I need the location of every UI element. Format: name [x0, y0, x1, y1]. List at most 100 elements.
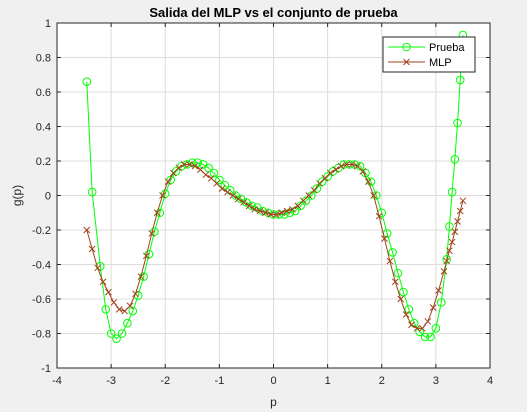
- data-point-mlp: [418, 324, 426, 332]
- data-point-mlp: [413, 324, 421, 332]
- data-point-mlp: [197, 166, 204, 173]
- y-tick-label: -0.2: [32, 225, 51, 237]
- data-point-prueba: [139, 272, 148, 281]
- data-point-prueba: [388, 248, 397, 257]
- x-tick-label: -2: [160, 375, 170, 387]
- data-point-prueba: [247, 201, 257, 211]
- data-point-mlp: [446, 247, 453, 255]
- data-point-prueba: [393, 268, 403, 278]
- data-point-mlp: [126, 302, 134, 310]
- data-point-prueba: [420, 332, 430, 342]
- data-point-mlp: [386, 257, 394, 265]
- data-point-mlp: [153, 209, 161, 217]
- x-tick-label: 0: [270, 375, 276, 387]
- x-tick-label: -4: [52, 375, 62, 387]
- data-point-mlp: [343, 161, 350, 168]
- y-tick-label: 0.2: [36, 156, 51, 168]
- legend-label: MLP: [429, 57, 452, 69]
- data-point-prueba: [455, 75, 465, 85]
- data-point-mlp: [110, 299, 118, 306]
- data-point-mlp: [305, 192, 313, 199]
- legend-box: [382, 36, 476, 73]
- legend-marker: [402, 42, 411, 52]
- data-point-mlp: [148, 230, 156, 237]
- data-point-mlp: [207, 174, 215, 182]
- data-point-mlp: [299, 197, 307, 205]
- data-point-mlp: [278, 209, 285, 217]
- data-point-mlp: [326, 169, 334, 177]
- legend: Prueba MLP: [382, 36, 476, 73]
- y-tick-label: 1: [45, 18, 51, 30]
- data-point-prueba: [82, 77, 92, 86]
- data-point-mlp: [224, 188, 231, 196]
- data-point-prueba: [453, 118, 462, 128]
- data-point-mlp: [381, 235, 388, 242]
- data-point-prueba: [404, 305, 414, 314]
- series-layer: [82, 30, 468, 343]
- x-axis-label: p: [270, 395, 277, 409]
- series-mlp: [83, 161, 467, 332]
- data-point-mlp: [391, 278, 399, 286]
- data-point-prueba: [436, 298, 446, 307]
- data-point-mlp: [348, 161, 356, 168]
- data-point-mlp: [321, 174, 329, 182]
- legend-item-mlp: MLP: [388, 57, 452, 69]
- axis-ticks: -4 -3 -2 -1 0 1 2 3 4 -1 -0.8 -0.6 -0.4 -0.2 0 0.2 0.4 0.…: [32, 18, 493, 387]
- y-tick-label: -0.8: [32, 329, 51, 341]
- data-point-mlp: [218, 185, 226, 192]
- data-point-mlp: [267, 211, 275, 218]
- data-point-mlp: [121, 307, 129, 315]
- data-point-mlp: [272, 211, 280, 218]
- data-point-mlp: [142, 252, 150, 260]
- data-point-mlp: [448, 238, 456, 246]
- data-point-mlp: [454, 218, 461, 225]
- data-point-mlp: [424, 318, 432, 325]
- data-point-mlp: [364, 178, 372, 186]
- data-point-prueba: [431, 324, 441, 333]
- x-tick-label: -1: [214, 375, 224, 387]
- data-point-mlp: [229, 192, 237, 199]
- data-point-mlp: [115, 305, 123, 313]
- data-point-mlp: [443, 257, 451, 265]
- data-point-mlp: [175, 164, 183, 172]
- data-point-mlp: [402, 311, 410, 318]
- data-point-mlp: [159, 192, 166, 199]
- data-point-mlp: [316, 180, 323, 187]
- data-point-mlp: [164, 178, 172, 186]
- data-point-mlp: [88, 245, 96, 253]
- data-point-mlp: [83, 226, 91, 234]
- series-line-prueba: [86, 35, 464, 340]
- y-tick-label: -0.4: [32, 260, 51, 272]
- data-point-prueba: [117, 329, 127, 338]
- data-point-prueba: [307, 191, 316, 200]
- data-point-mlp: [429, 304, 437, 311]
- data-point-prueba: [450, 154, 460, 164]
- data-point-mlp: [375, 212, 383, 220]
- data-point-mlp: [294, 202, 302, 210]
- data-point-prueba: [296, 201, 305, 211]
- data-point-prueba: [301, 196, 311, 205]
- data-point-mlp: [213, 180, 221, 187]
- y-tick-label: 0.4: [36, 122, 51, 134]
- data-point-mlp: [408, 321, 415, 329]
- data-point-mlp: [170, 169, 177, 177]
- data-point-mlp: [370, 192, 377, 199]
- data-point-mlp: [283, 207, 291, 215]
- data-point-prueba: [123, 318, 132, 328]
- x-tick-label: 3: [433, 375, 439, 387]
- x-tick-label: -3: [106, 375, 116, 387]
- data-point-mlp: [186, 161, 193, 168]
- data-point-mlp: [191, 162, 199, 170]
- y-tick-label: 0.6: [36, 87, 51, 99]
- legend-label: Prueba: [429, 42, 465, 54]
- data-point-mlp: [262, 209, 269, 217]
- data-point-prueba: [101, 305, 111, 314]
- x-tick-label: 4: [487, 375, 493, 387]
- data-point-prueba: [209, 168, 219, 178]
- data-point-prueba: [106, 329, 116, 338]
- chart-title: Salida del MLP vs el conjunto de prueba: [149, 5, 398, 20]
- y-tick-label: -0.6: [32, 294, 51, 306]
- data-point-mlp: [234, 195, 242, 203]
- legend-item-prueba: Prueba: [388, 42, 465, 54]
